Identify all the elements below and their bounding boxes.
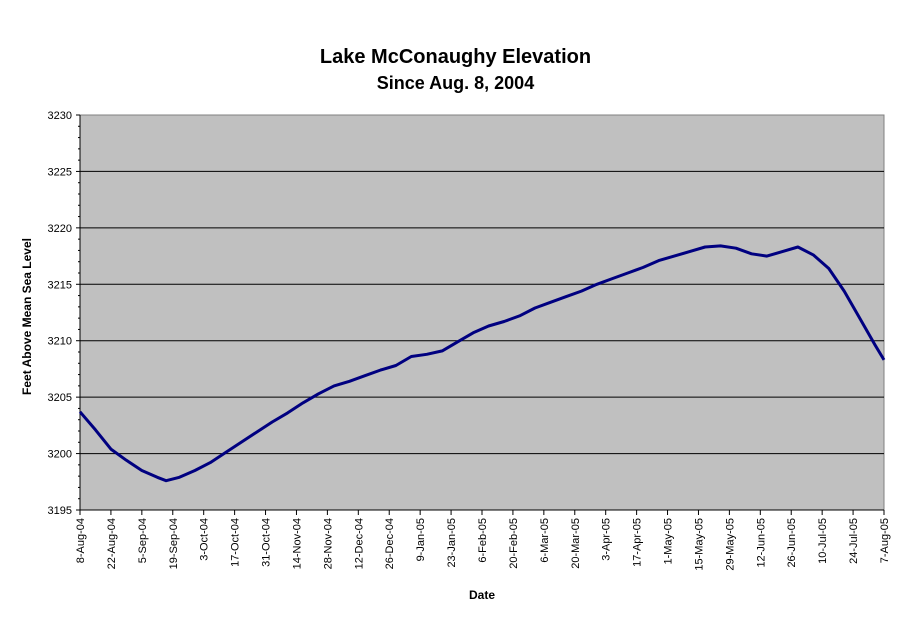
x-tick-label: 26-Dec-04 [384, 518, 396, 569]
y-tick-label: 3205 [48, 392, 72, 404]
x-tick-labels: 8-Aug-04 22-Aug-04 5-Sep-04 19-Sep-04 3-Oct-… [75, 518, 891, 571]
x-tick-label: 3-Apr-05 [601, 518, 613, 561]
x-tick-label: 12-Dec-04 [353, 518, 365, 569]
x-tick-label: 9-Jan-05 [415, 518, 427, 561]
x-tick-label: 19-Sep-04 [168, 518, 180, 569]
x-tick-label: 7-Aug-05 [879, 518, 891, 563]
plot-area [79, 114, 885, 511]
x-tick-label: 26-Jun-05 [786, 518, 798, 568]
x-tick-label: 15-May-05 [693, 518, 705, 571]
x-tick-label: 29-May-05 [724, 518, 736, 571]
x-tick-label: 31-Oct-04 [261, 518, 273, 567]
y-tick-label: 3210 [48, 336, 72, 348]
y-tick-label: 3225 [48, 166, 72, 178]
gridlines [80, 170, 884, 455]
chart-subtitle: Since Aug. 8, 2004 [376, 73, 535, 93]
x-tick-label: 3-Oct-04 [199, 518, 211, 561]
x-tick-label: 23-Jan-05 [446, 518, 458, 568]
y-tick-label: 3230 [48, 110, 72, 122]
y-tick-labels: 3195 3200 3205 3210 3215 3220 3225 3230 [48, 110, 72, 517]
x-tick-label: 6-Mar-05 [539, 518, 551, 563]
x-tick-label: 8-Aug-04 [75, 518, 87, 563]
y-tick-label: 3195 [48, 505, 72, 517]
chart-title: Lake McConaughy Elevation [319, 46, 592, 68]
y-tick-label: 3220 [48, 223, 72, 235]
x-tick-label: 17-Apr-05 [632, 518, 644, 567]
x-tick-label: 17-Oct-04 [230, 518, 242, 567]
elevation-series-line [78, 244, 886, 483]
y-axis-title: Feet Above Mean Sea Level [20, 238, 34, 395]
x-axis-title: Date [469, 588, 495, 602]
x-tick-label: 12-Jun-05 [755, 518, 767, 568]
x-tick-label: 10-Jul-05 [817, 518, 829, 564]
axes [76, 114, 885, 515]
y-tick-label: 3200 [48, 449, 72, 461]
x-tick-label: 6-Feb-05 [477, 518, 489, 563]
x-tick-label: 1-May-05 [663, 518, 675, 564]
x-tick-label: 14-Nov-04 [291, 518, 303, 569]
y-tick-label: 3215 [48, 279, 72, 291]
x-tick-label: 24-Jul-05 [848, 518, 860, 564]
x-tick-label: 5-Sep-04 [137, 518, 149, 563]
x-tick-label: 20-Mar-05 [570, 518, 582, 569]
x-tick-label: 22-Aug-04 [106, 518, 118, 569]
x-tick-label: 20-Feb-05 [508, 518, 520, 569]
x-tick-label: 28-Nov-04 [322, 518, 334, 569]
